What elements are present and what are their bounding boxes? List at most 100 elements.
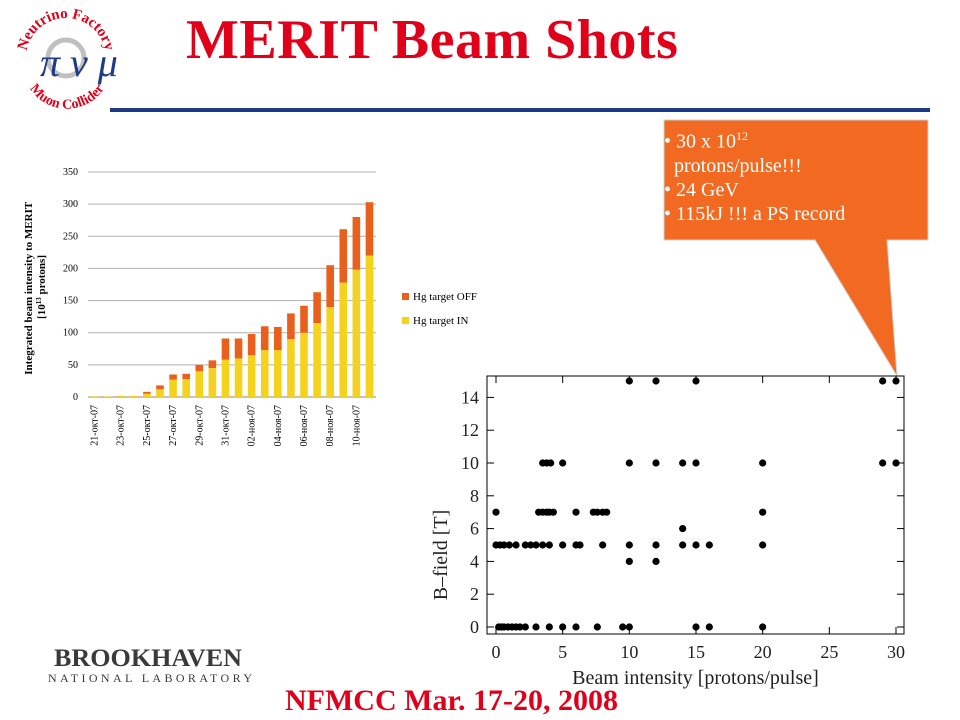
bar-hg-off bbox=[326, 265, 334, 307]
scatter-point bbox=[652, 557, 660, 566]
legend-swatch bbox=[402, 293, 409, 300]
bar-y-tick-label: 300 bbox=[63, 199, 78, 210]
bar-hg-off bbox=[221, 338, 230, 360]
scatter-point bbox=[759, 459, 767, 467]
scatter-points bbox=[492, 377, 900, 631]
legend-label: Hg target IN bbox=[413, 315, 468, 327]
scatter-point bbox=[679, 541, 687, 549]
bar-hg-off bbox=[260, 326, 269, 351]
scatter-x-tick-label: 0 bbox=[492, 642, 501, 662]
scatter-x-tick-label: 30 bbox=[887, 642, 905, 662]
bar-hg-in bbox=[169, 379, 177, 397]
bnl-subtitle: NATIONAL LABORATORY bbox=[48, 671, 252, 684]
scatter-point bbox=[692, 459, 700, 467]
bar-hg-off bbox=[195, 364, 204, 372]
scatter-y-tick-label: 14 bbox=[461, 387, 479, 407]
scatter-y-tick-label: 10 bbox=[461, 453, 479, 473]
scatter-point bbox=[603, 508, 611, 516]
scatter-point bbox=[759, 508, 767, 516]
bar-chart-legend: Hg target OFF Hg target IN bbox=[402, 291, 477, 327]
bar-y-tick-label: 100 bbox=[63, 328, 78, 339]
scatter-point bbox=[532, 541, 540, 549]
bar-hg-in bbox=[326, 307, 334, 397]
bar-hg-in bbox=[365, 255, 374, 397]
callout-line-3: • 24 GeV bbox=[664, 178, 739, 201]
scatter-point bbox=[705, 623, 713, 631]
brookhaven-logo: BROOKHAVEN NATIONAL LABORATORY bbox=[48, 645, 252, 684]
bar-hg-in bbox=[130, 395, 138, 397]
scatter-point bbox=[545, 541, 553, 549]
scatter-y-tick-label: 8 bbox=[470, 486, 479, 506]
bar-x-tick-label: 27-окт-07 bbox=[168, 405, 179, 446]
bar-y-tick-label: 350 bbox=[63, 167, 78, 178]
scatter-point bbox=[559, 623, 567, 631]
bar-hg-off bbox=[208, 360, 217, 369]
scatter-x-tick-label: 15 bbox=[687, 642, 705, 662]
scatter-y-tick-label: 6 bbox=[470, 519, 479, 539]
bar-x-tick-label: 29-окт-07 bbox=[194, 405, 205, 446]
scatter-point bbox=[625, 541, 633, 549]
bar-chart-bars bbox=[90, 202, 374, 397]
scatter-point bbox=[625, 459, 633, 467]
scatter-point bbox=[549, 508, 557, 516]
scatter-y-label: B–field [T] bbox=[430, 510, 452, 601]
bar-hg-off bbox=[352, 217, 361, 270]
bar-chart-x-ticks: 21-окт-07 23-окт-07 25-окт-07 27-окт-07 29-о… bbox=[90, 405, 363, 446]
scatter-x-tick-label: 25 bbox=[820, 642, 838, 662]
scatter-point bbox=[599, 541, 607, 549]
scatter-point bbox=[652, 377, 660, 385]
scatter-point bbox=[547, 459, 555, 467]
scatter-point bbox=[500, 541, 508, 549]
scatter-point bbox=[521, 541, 529, 549]
bar-hg-in bbox=[274, 350, 282, 397]
bar-hg-off bbox=[143, 391, 151, 394]
bar-chart-y-ticks: 0 50 100 150 200 250 300 350 bbox=[63, 167, 78, 403]
scatter-point bbox=[705, 541, 713, 549]
scatter-point bbox=[593, 623, 601, 631]
slide-title: MERIT Beam Shots bbox=[186, 9, 679, 71]
bar-hg-in bbox=[116, 395, 125, 397]
scatter-point bbox=[593, 508, 601, 516]
bar-y-tick-label: 0 bbox=[73, 392, 78, 403]
scatter-point bbox=[572, 508, 580, 516]
bar-y-tick-label: 250 bbox=[63, 231, 78, 242]
scatter-y-tick-label: 12 bbox=[461, 420, 479, 440]
scatter-point bbox=[532, 623, 540, 631]
bar-y-tick-label: 50 bbox=[68, 360, 78, 371]
scatter-point bbox=[625, 623, 633, 631]
bar-hg-in bbox=[300, 332, 308, 397]
bar-hg-in bbox=[182, 379, 190, 397]
bar-x-tick-label: 04-ноя-07 bbox=[273, 405, 284, 446]
scatter-point bbox=[576, 541, 584, 549]
footer-text: NFMCC Mar. 17-20, 2008 bbox=[285, 684, 619, 717]
bar-hg-off bbox=[234, 338, 243, 359]
title-rule bbox=[110, 108, 930, 112]
bar-hg-in bbox=[195, 371, 204, 397]
callout-line-2: protons/pulse!!! bbox=[674, 154, 802, 177]
bar-hg-off bbox=[339, 229, 348, 283]
scatter-point bbox=[527, 541, 535, 549]
scatter-point bbox=[692, 377, 700, 385]
scatter-point bbox=[879, 459, 887, 467]
bar-hg-in bbox=[143, 393, 151, 397]
bar-hg-in bbox=[313, 323, 321, 397]
bnl-wordmark: BROOKHAVEN bbox=[54, 645, 242, 672]
scatter-point bbox=[539, 541, 547, 549]
scatter-point bbox=[759, 623, 767, 631]
neutrino-factory-muon-collider-logo: Neutrino Factory Muon Collider π ν μ bbox=[15, 6, 118, 112]
bar-hg-off bbox=[365, 202, 374, 256]
bar-hg-in bbox=[208, 368, 217, 397]
scatter-point bbox=[652, 459, 660, 467]
bar-hg-off bbox=[274, 326, 282, 351]
callout-line-1: • 30 x 1012 bbox=[664, 129, 749, 153]
callout-shape bbox=[663, 119, 929, 377]
scatter-point bbox=[559, 541, 567, 549]
scatter-y-tick-label: 4 bbox=[470, 551, 479, 571]
legend-label: Hg target OFF bbox=[413, 291, 477, 303]
bar-hg-in bbox=[260, 350, 269, 397]
bar-x-tick-label: 25-окт-07 bbox=[142, 405, 153, 446]
bar-x-tick-label: 08-ноя-07 bbox=[325, 405, 336, 446]
scatter-point bbox=[679, 525, 687, 533]
